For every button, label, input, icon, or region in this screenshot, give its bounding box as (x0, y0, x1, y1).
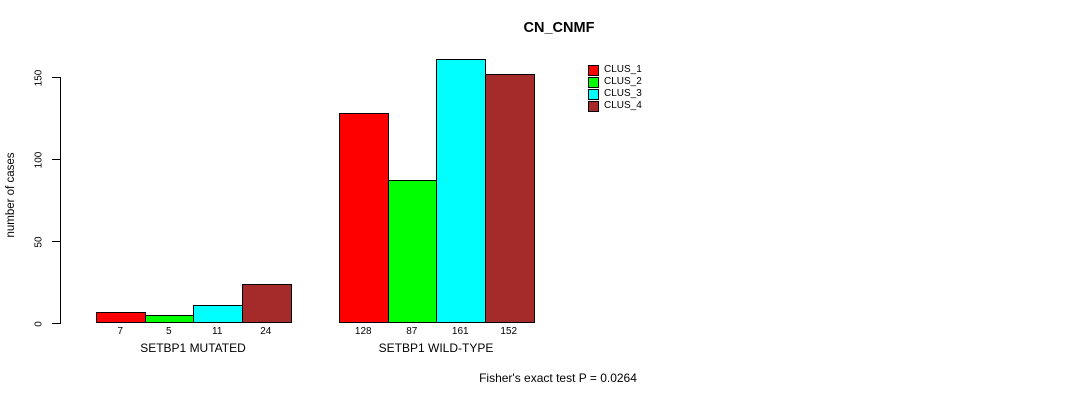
fisher-test-annotation: Fisher's exact test P = 0.0264 (479, 371, 637, 385)
legend-label: CLUS_4 (604, 100, 642, 111)
bar-value-label: 11 (212, 326, 223, 337)
bar-value-label: 161 (451, 326, 469, 337)
bar-clus_3-group1 (193, 304, 243, 323)
bar-value-label: 5 (165, 326, 172, 337)
bar-value-label: 24 (260, 326, 272, 337)
bar-value-label: 87 (406, 326, 418, 337)
y-axis-tick-label: 0 (33, 320, 45, 327)
y-axis-tick (52, 241, 60, 242)
y-axis-tick (52, 323, 60, 324)
y-axis-tick (52, 159, 60, 160)
y-axis-label: number of cases (5, 152, 17, 238)
y-axis-tick-label: 150 (33, 69, 45, 86)
y-axis-tick-label: 50 (33, 235, 45, 248)
bar-clus_2-group1 (145, 314, 195, 323)
legend-item-clus_1: CLUS_1 (588, 64, 642, 76)
legend-item-clus_3: CLUS_3 (588, 88, 642, 100)
legend-label: CLUS_1 (604, 64, 642, 75)
chart-title: CN_CNMF (523, 20, 595, 36)
legend: CLUS_1 CLUS_2 CLUS_3 CLUS_4 (588, 64, 642, 112)
legend-swatch-icon (588, 100, 599, 112)
y-axis-tick-label: 100 (33, 151, 45, 168)
y-axis-tick (52, 77, 60, 78)
legend-swatch-icon (588, 64, 599, 76)
bar-clus_4-group1 (242, 283, 292, 323)
bar-value-label: 152 (500, 326, 518, 337)
bar-clus_2-group2 (388, 180, 438, 323)
bar-value-label: 128 (354, 326, 372, 337)
group-label-2: SETBP1 WILD-TYPE (378, 341, 494, 355)
bar-value-label: 7 (117, 326, 124, 337)
y-axis-line (60, 77, 61, 324)
legend-swatch-icon (588, 76, 599, 88)
legend-item-clus_2: CLUS_2 (588, 76, 642, 88)
bar-clus_1-group2 (339, 113, 389, 323)
legend-label: CLUS_3 (604, 88, 642, 99)
legend-label: CLUS_2 (604, 76, 642, 87)
bar-clus_3-group2 (436, 58, 486, 323)
bar-clus_4-group2 (485, 73, 535, 323)
bar-clus_1-group1 (96, 311, 146, 323)
legend-item-clus_4: CLUS_4 (588, 100, 642, 112)
legend-swatch-icon (588, 88, 599, 100)
group-label-1: SETBP1 MUTATED (140, 341, 246, 355)
